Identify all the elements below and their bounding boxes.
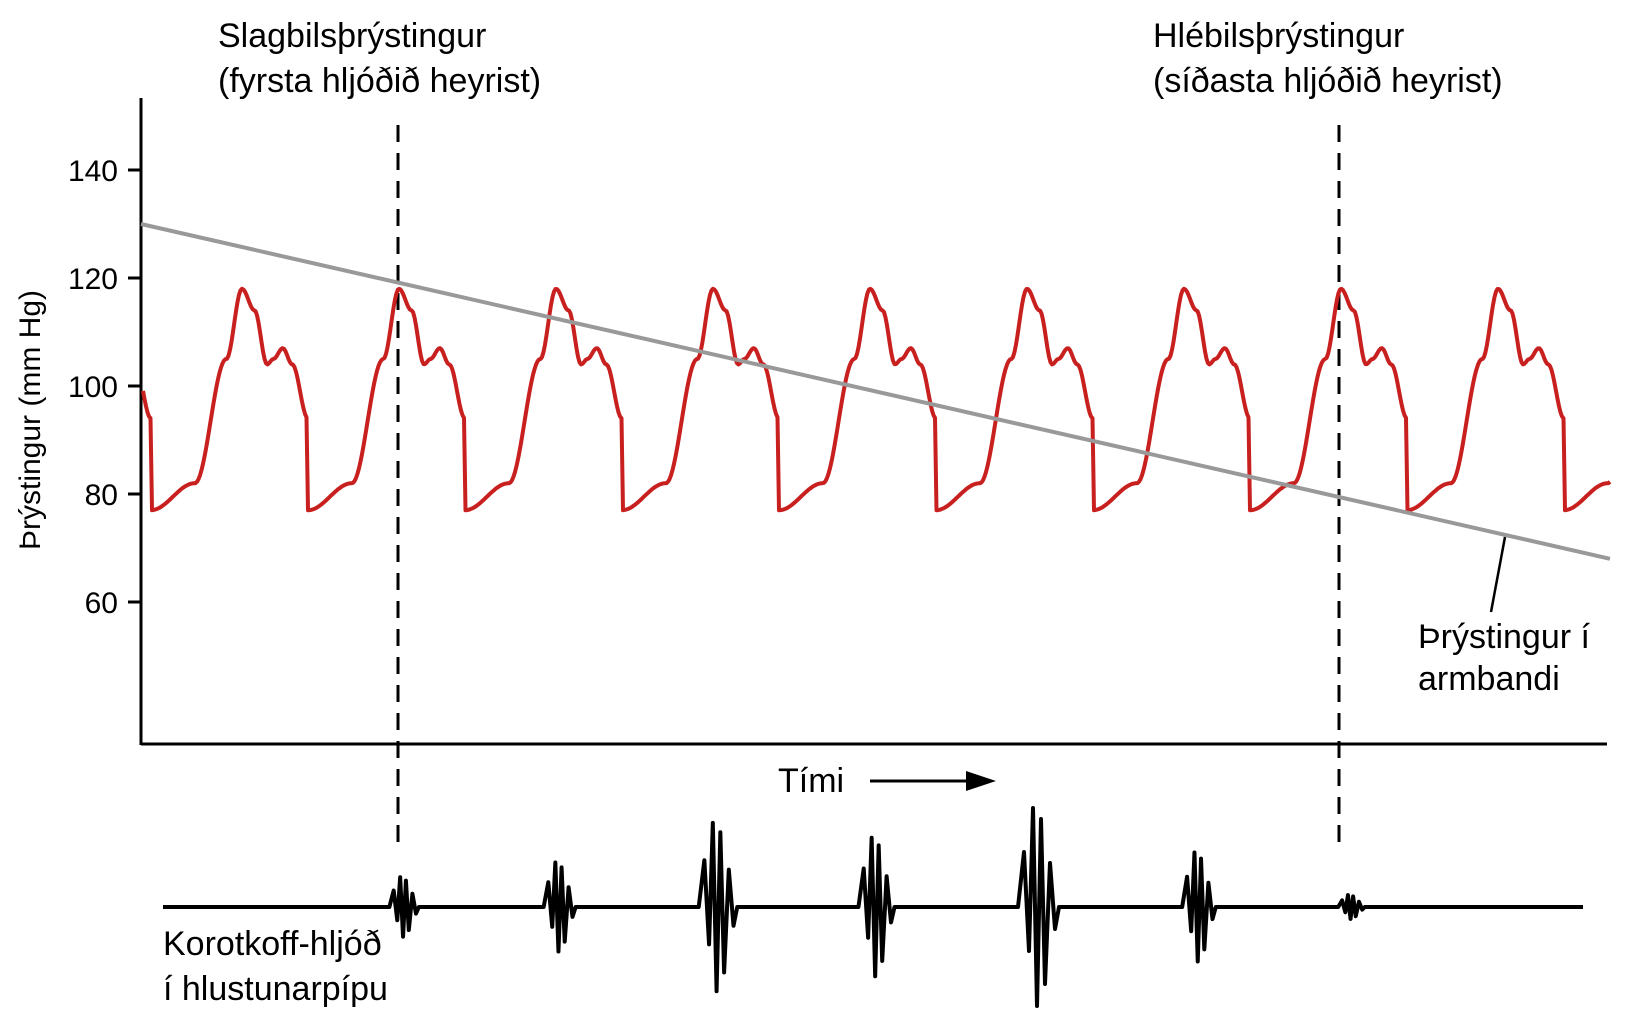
y-tick-label: 120 [68,263,118,296]
korotkoff-sound-trace [163,806,1583,1008]
korotkoff-sublabel: í hlustunarpípu [163,970,388,1008]
diastolic-sublabel: (síðasta hljóðið heyrist) [1153,62,1503,100]
y-tick-label: 80 [85,479,118,512]
korotkoff-label: Korotkoff-hljóð [163,925,382,963]
y-tick-label: 100 [68,371,118,404]
cuff-pressure-line [140,222,1611,561]
diastolic-label: Hlébilsþrýstingur [1153,17,1404,55]
x-axis-label: Tími [778,762,844,800]
cuff-pressure-sublabel: armbandi [1418,660,1560,698]
y-tick-label: 60 [85,587,118,620]
systolic-sublabel: (fyrsta hljóðið heyrist) [218,62,541,100]
arterial-pressure-line [141,286,1612,513]
cuff-pressure-label: Þrýstingur í [1418,618,1590,656]
time-arrow-head [966,771,996,791]
y-tick-label: 140 [68,155,118,188]
cuff-pointer-line [1489,536,1507,613]
systolic-label: Slagbilsþrýstingur [218,17,486,55]
y-axis-label: Þrýstingur (mm Hg) [14,290,47,550]
